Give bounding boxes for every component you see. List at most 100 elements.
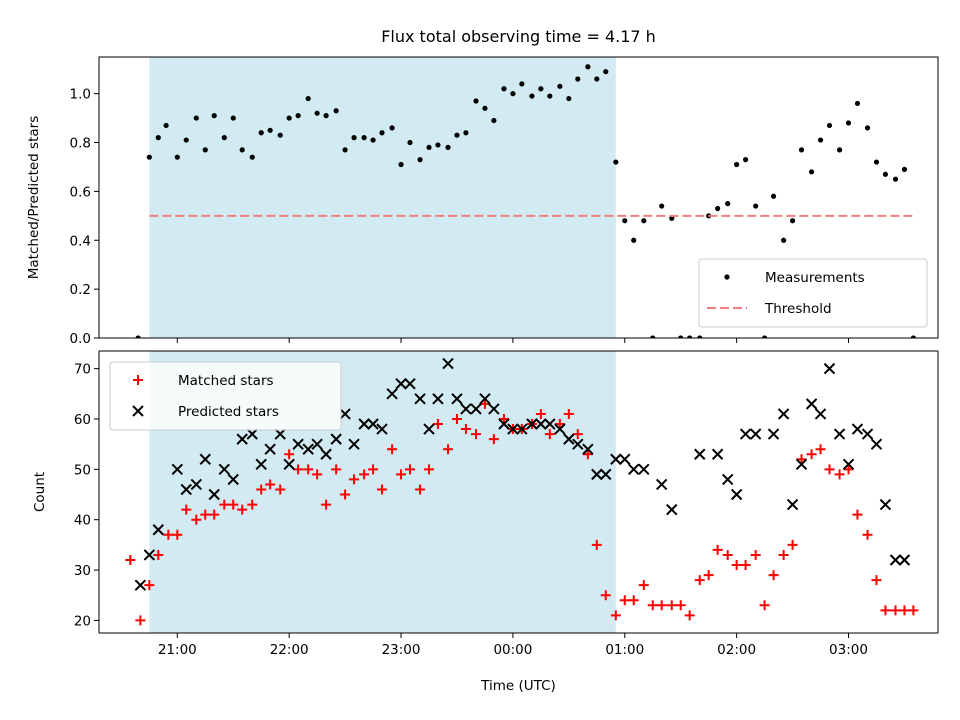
measurement-point [585, 64, 591, 70]
predicted-star-point [814, 408, 827, 420]
matched-star-point [349, 474, 360, 485]
measurement-point [817, 137, 824, 143]
matched-star-point [796, 454, 807, 465]
predicted-star-point [711, 448, 724, 460]
matched-star-point [377, 484, 388, 495]
y-axis-label: Count [32, 472, 48, 512]
matched-star-point [219, 499, 230, 510]
y-tick-label: 70 [74, 362, 91, 378]
predicted-star-point [460, 403, 472, 415]
matched-star-point [787, 539, 798, 550]
matched-star-point [488, 434, 499, 445]
legend-marker-matched [133, 375, 143, 385]
predicted-star-point [655, 478, 668, 491]
measurement-point [258, 130, 264, 136]
predicted-star-point [786, 498, 799, 511]
measurement-point [826, 122, 833, 129]
predicted-star-point [283, 458, 295, 471]
measurement-point [277, 132, 283, 138]
predicted-star-point [330, 433, 342, 445]
matched-star-point [470, 429, 481, 440]
y-tick-label: 0.6 [70, 184, 91, 200]
predicted-star-point [638, 463, 650, 476]
matched-star-point [125, 554, 136, 565]
matched-star-point [479, 398, 490, 409]
legend-label: Predicted stars [178, 404, 279, 420]
measurement-point [781, 237, 787, 243]
measurement-point [547, 93, 553, 99]
measurement-point [155, 135, 161, 141]
legend-label: Matched stars [178, 373, 274, 389]
predicted-star-point [730, 488, 743, 501]
predicted-star-point [619, 453, 631, 465]
matched-star-point [303, 464, 314, 475]
predicted-star-point [292, 438, 304, 450]
measurement-point [135, 335, 141, 338]
predicted-star-point [395, 378, 407, 390]
predicted-star-point [554, 423, 566, 435]
measurement-point [379, 130, 385, 136]
measurement-point [631, 237, 637, 243]
measurement-point [221, 135, 227, 141]
measurement-point [454, 132, 460, 138]
matched-star-point [862, 529, 873, 540]
predicted-star-point [563, 433, 575, 445]
y-tick-label: 40 [74, 513, 91, 529]
measurement-point [398, 161, 404, 168]
measurement-point [501, 86, 507, 92]
matched-star-point [340, 489, 351, 500]
predicted-star-point [721, 473, 734, 486]
ratio-panel: 0.0 0.2 0.4 0.6 0.8 1.0 Matched/Predicted star… [26, 56, 939, 347]
matched-star-point [247, 499, 258, 510]
predicted-star-point [339, 408, 351, 420]
matched-star-point [535, 408, 546, 419]
matched-star-point [396, 469, 407, 480]
matched-star-point [387, 444, 398, 455]
predicted-star-point [367, 418, 379, 430]
matched-star-point [600, 590, 611, 601]
matched-star-point [432, 419, 443, 430]
predicted-star-point [470, 403, 482, 415]
measurement-point [557, 83, 563, 89]
measurement-point [323, 113, 329, 119]
measurement-point [342, 147, 348, 153]
predicted-star-point [442, 357, 454, 370]
matched-star-point [834, 469, 845, 480]
y-tick-label: 60 [74, 412, 91, 428]
matched-star-point [321, 499, 332, 510]
y-axis-label: Matched/Predicted stars [26, 116, 42, 279]
measurement-point [239, 147, 245, 153]
plot-area [135, 64, 916, 338]
matched-star-point [890, 605, 901, 616]
predicted-star-point [320, 448, 332, 460]
predicted-star-point [302, 443, 314, 455]
measurement-point [836, 147, 843, 153]
predicted-star-point [488, 403, 500, 415]
matched-star-point [768, 570, 779, 581]
predicted-star-point [227, 473, 239, 486]
predicted-star-point [143, 549, 156, 561]
measurement-point [482, 105, 488, 111]
measurement-point [697, 335, 703, 338]
measurement-point [389, 125, 395, 131]
measurement-point [538, 86, 544, 92]
predicted-star-point [171, 463, 184, 476]
plot-area [125, 357, 919, 626]
predicted-star-point [851, 423, 864, 435]
measurement-point [445, 144, 451, 151]
measurement-point [622, 218, 628, 224]
matched-star-point [871, 575, 882, 586]
matched-star-point [181, 504, 192, 515]
measurement-point [163, 122, 169, 129]
matched-star-point [153, 549, 164, 560]
matched-star-point [368, 464, 379, 475]
matched-star-point [750, 549, 761, 560]
x-tick-label: 03:00 [829, 642, 868, 658]
matched-star-point [684, 610, 695, 621]
predicted-star-point [180, 483, 192, 496]
legend-label: Measurements [765, 270, 865, 286]
predicted-star-point [591, 468, 603, 481]
measurement-point [417, 157, 423, 163]
matched-star-point [610, 610, 621, 621]
